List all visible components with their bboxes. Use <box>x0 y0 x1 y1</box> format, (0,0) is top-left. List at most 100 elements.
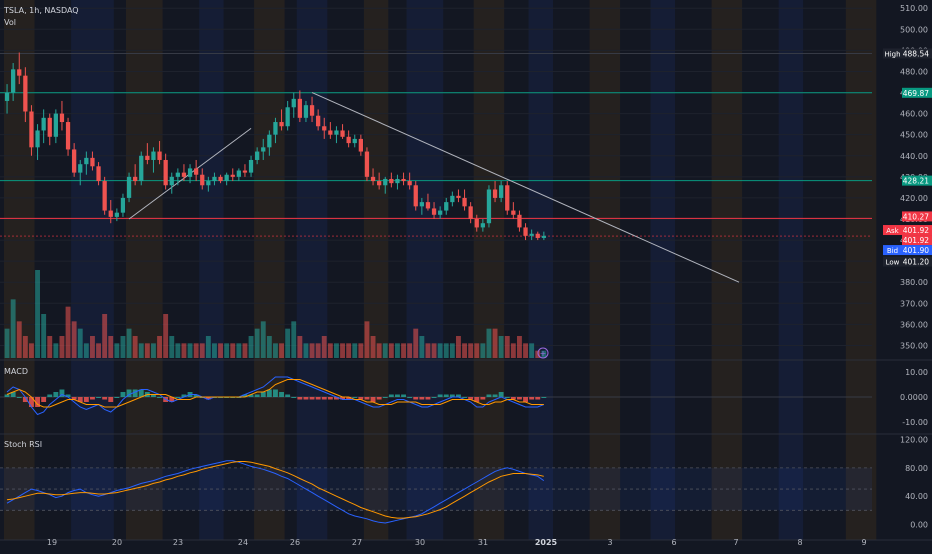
volume-bar <box>492 328 498 358</box>
macd-histogram-bar <box>151 394 156 397</box>
time-tick-label: 27 <box>352 538 362 547</box>
candle-body <box>291 98 296 108</box>
candle-body <box>334 130 339 135</box>
macd-label[interactable]: MACD <box>4 367 28 376</box>
candle-body <box>267 134 272 148</box>
session-band <box>254 0 285 540</box>
macd-histogram-bar <box>71 397 77 400</box>
volume-bar <box>340 343 345 358</box>
macd-histogram-bar <box>114 397 120 398</box>
session-band <box>845 0 877 540</box>
volume-bar <box>35 270 40 358</box>
volume-bar <box>401 343 406 358</box>
volume-bar <box>218 343 223 358</box>
macd-histogram-bar <box>541 397 547 398</box>
candle-body <box>157 151 162 160</box>
volume-bar <box>456 336 461 358</box>
macd-histogram-bar <box>510 397 516 400</box>
candle-body <box>517 214 522 228</box>
macd-histogram-bar <box>388 394 394 397</box>
candle-body <box>322 126 327 131</box>
macd-histogram-bar <box>468 397 474 400</box>
candle-body <box>523 227 528 236</box>
bid-tag-value-bg <box>902 245 932 256</box>
macd-histogram-bar <box>120 392 126 397</box>
macd-histogram-bar <box>486 394 492 397</box>
volume-bar <box>260 321 266 358</box>
volume-bar <box>151 343 156 358</box>
macd-histogram-bar <box>523 397 528 402</box>
volume-bar <box>187 343 193 358</box>
macd-histogram-bar <box>407 397 413 398</box>
candle-body <box>175 172 180 177</box>
volume-bar <box>529 343 535 358</box>
macd-histogram-bar <box>535 397 541 400</box>
time-tick-label: 9 <box>861 538 866 547</box>
macd-histogram-bar <box>175 397 181 398</box>
macd-histogram-bar <box>321 397 327 400</box>
ask-tag-value: 401.92 <box>903 226 929 235</box>
candle-body <box>474 218 479 228</box>
candle-body <box>102 181 107 211</box>
volume-bar <box>419 336 425 358</box>
stoch-tick-label: 0.00 <box>910 520 928 529</box>
volume-bar <box>443 343 449 358</box>
volume-bar <box>114 343 120 358</box>
price-tick-label: 510.00 <box>900 4 928 13</box>
bid-tag-label-bg <box>883 245 902 256</box>
candle-body <box>395 178 400 184</box>
candle-body <box>340 130 345 137</box>
candle-body <box>273 122 278 135</box>
time-tick-label: 30 <box>415 538 425 547</box>
time-axis[interactable]: 19 20 23 24 26 27 30 31 2025 3 6 7 8 9 <box>47 538 867 547</box>
macd-histogram-bar <box>401 394 406 397</box>
candle-body <box>17 69 22 76</box>
macd-histogram-bar <box>370 397 376 402</box>
volume-bar <box>163 314 169 358</box>
candle-body <box>163 159 168 186</box>
candle-body <box>389 178 394 184</box>
macd-histogram-bar <box>29 397 34 407</box>
macd-tick-label: -10.00 <box>902 418 928 427</box>
macd-histogram-bar <box>126 389 132 397</box>
macd-histogram-bar <box>102 397 108 400</box>
stoch-rsi-label[interactable]: Stoch RSI <box>4 440 43 449</box>
volume-bar <box>65 306 71 358</box>
candle-body <box>90 157 95 167</box>
macd-histogram-bar <box>242 394 248 397</box>
session-band <box>363 0 389 540</box>
volume-bar <box>16 321 22 358</box>
macd-histogram-bar <box>260 392 266 397</box>
session-band <box>296 0 328 540</box>
candle-body <box>248 159 254 173</box>
candle-body <box>492 189 498 198</box>
volume-bar <box>297 336 303 358</box>
candle-body <box>419 202 424 207</box>
volume-bar <box>334 343 339 358</box>
price-levels <box>0 52 872 237</box>
macd-histogram-bar <box>53 392 59 397</box>
candle-body <box>444 202 449 211</box>
last-price-tag-value: 401.92 <box>903 236 929 245</box>
volume-bar <box>205 336 211 358</box>
candle-body <box>151 151 156 160</box>
candle-body <box>462 197 467 207</box>
symbol-title[interactable]: TSLA, 1h, NASDAQ <box>4 6 79 15</box>
level-428-tag-value-bg <box>902 175 932 186</box>
level-410-tag-value-bg <box>902 211 932 222</box>
macd-line <box>6 376 544 416</box>
time-tick-label: 24 <box>238 538 248 547</box>
high-tag-value: 488.54 <box>903 49 929 58</box>
trendline <box>311 92 740 283</box>
volume-bar <box>212 343 217 358</box>
volume-bar <box>517 336 522 358</box>
session-band <box>589 0 621 540</box>
volume-bar <box>10 299 16 358</box>
volume-label: Vol <box>4 18 16 27</box>
candle-body <box>413 185 418 207</box>
candle-body <box>169 176 174 186</box>
macd-histogram-bar <box>364 397 370 400</box>
volume-bar <box>90 336 95 358</box>
